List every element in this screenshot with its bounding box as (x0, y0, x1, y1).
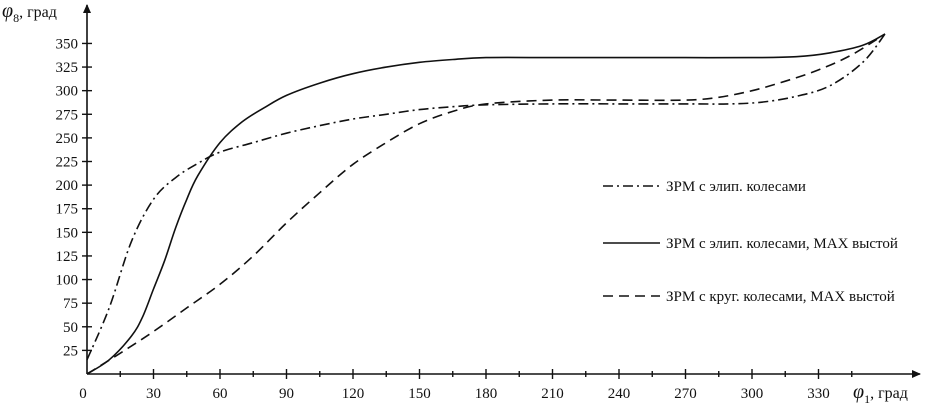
y-tick-label-325: 325 (56, 60, 79, 76)
x-tick-label-60: 60 (213, 386, 228, 402)
series-elliptic-wheels (86, 33, 886, 361)
x-axis-subscript: 1 (864, 392, 870, 405)
y-tick-label-350: 350 (56, 36, 79, 52)
legend: ЗРМ с элип. колесами ЗРМ с элип. колесами… (603, 179, 898, 305)
y-tick-label-175: 175 (56, 202, 79, 218)
x-tick-label-120: 120 (342, 386, 365, 402)
x-tick-label-330: 330 (807, 386, 830, 402)
y-axis-ticks: 25 50 75 100 125 150 175 200 225 250 275 300 325 350 (56, 36, 92, 359)
x-axis-unit: , град (870, 385, 908, 402)
y-axis-symbol: φ (2, 0, 13, 22)
x-axis-symbol: φ (853, 381, 864, 403)
y-tick-label-250: 250 (56, 131, 79, 147)
x-axis-label: φ1, град (853, 381, 908, 405)
x-tick-label-0: 0 (79, 386, 87, 402)
y-tick-label-200: 200 (56, 178, 79, 194)
y-tick-label-125: 125 (56, 249, 79, 265)
y-tick-label-150: 150 (56, 225, 79, 241)
legend-label: ЗРМ с элип. колесами (666, 179, 806, 195)
x-tick-label-90: 90 (279, 386, 294, 402)
series-layer (86, 33, 886, 375)
y-tick-label-300: 300 (56, 84, 79, 100)
legend-item-round-wheels-max-dwell: ЗРМ с круг. колесами, MAX выстой (603, 289, 895, 305)
x-tick-label-240: 240 (608, 386, 631, 402)
legend-item-elliptic-wheels: ЗРМ с элип. колесами (603, 179, 806, 195)
legend-label: ЗРМ с элип. колесами, MAX выстой (666, 236, 898, 252)
x-tick-label-150: 150 (408, 386, 431, 402)
series-round-wheels-max-dwell (86, 33, 886, 375)
x-tick-label-210: 210 (541, 386, 564, 402)
y-tick-label-75: 75 (63, 296, 78, 312)
y-tick-label-100: 100 (56, 273, 79, 289)
y-tick-label-50: 50 (63, 320, 78, 336)
series-elliptic-wheels-max-dwell (86, 33, 886, 375)
y-tick-label-25: 25 (63, 343, 78, 359)
y-tick-label-225: 225 (56, 155, 79, 171)
legend-item-elliptic-wheels-max-dwell: ЗРМ с элип. колесами, MAX выстой (603, 236, 898, 252)
y-axis-subscript: 8 (13, 11, 19, 25)
x-tick-label-300: 300 (741, 386, 764, 402)
x-axis-ticks: 0 30 60 90 120 150 180 210 240 270 300 330 (79, 369, 853, 402)
y-tick-label-275: 275 (56, 107, 79, 123)
x-tick-label-30: 30 (146, 386, 161, 402)
legend-label: ЗРМ с круг. колесами, MAX выстой (666, 289, 895, 305)
y-axis-label: φ8, град (2, 0, 57, 25)
x-tick-label-180: 180 (475, 386, 498, 402)
y-axis-unit: , град (19, 4, 57, 21)
x-tick-label-270: 270 (674, 386, 697, 402)
